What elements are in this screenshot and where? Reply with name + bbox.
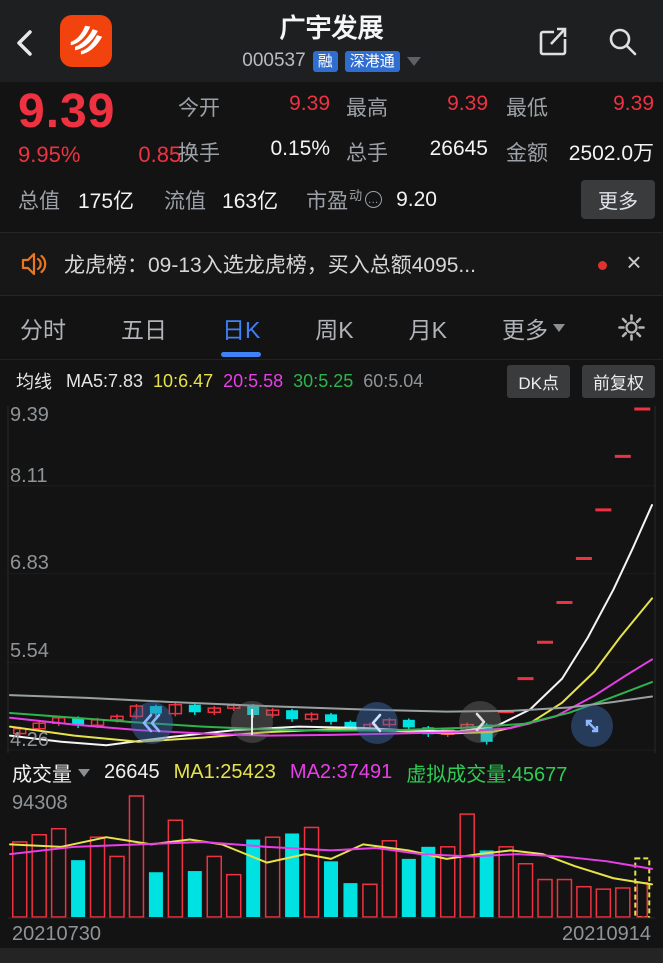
date-end: 20210914 (562, 922, 651, 945)
ma30-value: 30:5.25 (293, 370, 354, 391)
change-row: 9.95% 0.85 (18, 142, 181, 168)
connect-badge: 深港通 (344, 50, 400, 72)
page-title: 广宇发展 (279, 13, 384, 43)
y-tick: 9.39 (10, 404, 49, 426)
bottom-strip (0, 948, 663, 963)
expand-arrows-icon (585, 719, 599, 733)
ma-title: 均线 (16, 372, 52, 392)
title-block: 广宇发展 000537 融 深港通 (0, 8, 663, 72)
volume-chart-canvas (8, 795, 655, 919)
stat-turnover: 换手 0.15% (178, 137, 330, 165)
vertical-line-icon (251, 709, 253, 735)
y-tick: 4.26 (10, 729, 49, 751)
tab-five-day[interactable]: 五日 (120, 316, 167, 343)
share-icon (539, 27, 567, 56)
y-tick: 8.11 (10, 465, 48, 487)
stat-open: 今开 9.39 (178, 92, 330, 120)
stat-volume: 总手 26645 (346, 137, 488, 165)
volume-indicator-selector[interactable]: 成交量 (12, 758, 90, 787)
volume-legend-bar: 成交量 26645 MA1:25423 MA2:37491 虚拟成交量:4567… (0, 755, 663, 790)
chevron-left-icon (17, 30, 32, 56)
gear-icon (618, 314, 645, 341)
stat-low: 最低 9.39 (506, 92, 654, 120)
candlestick-chart[interactable]: 9.39 8.11 6.83 5.54 4.26 (0, 402, 663, 755)
date-start: 20210730 (12, 922, 101, 945)
forward-adjust-button[interactable]: 前复权 (582, 364, 655, 398)
tab-monthly-k[interactable]: 月K (408, 316, 447, 343)
eastmoney-logo-icon (70, 25, 103, 55)
close-icon[interactable]: × (626, 247, 642, 277)
tab-weekly-k[interactable]: 周K (315, 316, 354, 343)
ma60-value: 60:5.04 (363, 370, 424, 391)
stat-amount: 金额 2502.0万 (506, 142, 654, 165)
market-cap-value: 175亿 (78, 189, 135, 213)
settings-button[interactable] (618, 314, 645, 341)
volume-ma2: MA2:37491 (289, 761, 393, 783)
tab-daily-k[interactable]: 日K (220, 297, 262, 359)
margin-badge: 融 (312, 50, 338, 72)
ticker-text: 龙虎榜：09-13入选龙虎榜，买入总额4095... (64, 254, 476, 277)
dk-point-button[interactable]: DK点 (507, 364, 570, 398)
chart-step-right-button[interactable] (459, 701, 501, 743)
quote-bottom-row: 总值 175亿 流值 163亿 市盈动 … 9.20 更多 (18, 180, 655, 219)
search-icon (609, 28, 637, 56)
chart-crosshair-button[interactable] (231, 701, 273, 743)
last-price: 9.39 (18, 85, 116, 138)
stock-code: 000537 (242, 50, 306, 71)
volume-max-label: 94308 (12, 792, 68, 814)
speaker-icon (21, 252, 47, 276)
quote-panel: 9.39 9.95% 0.85 今开 9.39 最高 9.39 最低 9.39 换手 0.… (0, 82, 663, 232)
chevron-down-icon (552, 323, 565, 332)
stat-high: 最高 9.39 (346, 92, 488, 120)
tab-more[interactable]: 更多 (500, 297, 567, 359)
quote-stats: 今开 9.39 最高 9.39 最低 9.39 换手 0.15% 总手 26645 金额 2… (178, 92, 658, 182)
pe-value: 9.20 (396, 187, 437, 211)
float-cap-label: 流值 (164, 189, 207, 213)
chevron-down-icon[interactable] (406, 56, 421, 66)
tab-minute[interactable]: 分时 (20, 316, 66, 343)
double-chevron-left-icon (142, 713, 161, 733)
ma5-value: MA5:7.83 (66, 370, 144, 391)
chevron-left-icon (371, 713, 382, 733)
ma10-value: 10:6.47 (153, 370, 214, 391)
pe-label: 市盈动 (306, 187, 363, 213)
unread-dot (598, 261, 607, 270)
chevron-right-icon (475, 712, 486, 732)
ma20-value: 20:5.58 (223, 370, 284, 391)
ma-legend-bar: 均线 MA5:7.83 10:6.47 20:5.58 30:5.25 60:5… (0, 360, 663, 402)
chart-zoom-button[interactable] (571, 705, 613, 747)
back-button[interactable] (8, 26, 42, 60)
y-tick: 6.83 (10, 552, 49, 574)
date-axis: 20210730 20210914 (0, 920, 663, 948)
volume-current: 26645 (104, 761, 160, 783)
change-percent: 9.95% (18, 142, 81, 167)
info-ellipsis-icon[interactable]: … (365, 191, 383, 208)
chart-fast-left-button[interactable] (131, 702, 173, 744)
chevron-down-icon (78, 768, 90, 777)
float-cap-value: 163亿 (222, 189, 279, 213)
change-value: 0.85 (138, 142, 182, 167)
pe-dynamic-sup: 动 (349, 187, 363, 203)
share-button[interactable] (535, 24, 571, 60)
chart-step-left-button[interactable] (356, 702, 398, 744)
search-button[interactable] (605, 24, 641, 60)
app-logo[interactable] (60, 15, 112, 67)
period-tabs: 分时 五日 日K 周K 月K 更多 (0, 296, 663, 360)
header: 广宇发展 000537 融 深港通 (0, 0, 663, 82)
price-chart-canvas (6, 406, 656, 753)
market-cap-label: 总值 (18, 189, 60, 213)
news-ticker[interactable]: 龙虎榜：09-13入选龙虎榜，买入总额4095... × (0, 232, 663, 296)
more-stats-button[interactable]: 更多 (581, 180, 655, 219)
virtual-volume: 虚拟成交量:45677 (406, 764, 568, 786)
volume-chart[interactable]: 94308 (0, 790, 663, 920)
volume-ma1: MA1:25423 (173, 761, 276, 783)
y-tick: 5.54 (10, 640, 49, 662)
